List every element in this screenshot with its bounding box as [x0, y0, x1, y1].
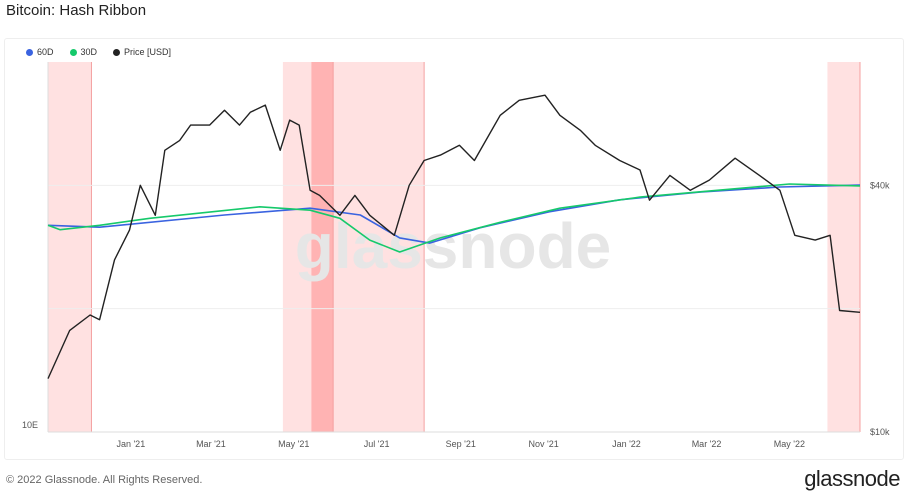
x-tick-label: May '22 — [774, 439, 805, 449]
x-tick-label: Sep '21 — [446, 439, 476, 449]
chart-panel — [4, 38, 904, 460]
legend-dot-icon — [26, 48, 33, 56]
x-tick-label: Jan '21 — [116, 439, 145, 449]
x-tick-label: Mar '22 — [692, 439, 722, 449]
right-y-tick-label: $40k — [870, 180, 890, 190]
legend: 60D 30D Price [USD] — [26, 47, 171, 57]
series-line-30d — [47, 183, 861, 253]
legend-item-60d[interactable]: 60D — [26, 47, 54, 57]
legend-dot-icon — [69, 48, 77, 56]
x-tick-label: Mar '21 — [196, 439, 226, 449]
capitulation-band — [827, 62, 860, 432]
legend-item-30d[interactable]: 30D — [69, 47, 97, 57]
x-tick-label: May '21 — [278, 439, 309, 449]
chart-title: Bitcoin: Hash Ribbon — [6, 2, 147, 19]
x-tick-label: Nov '21 — [529, 439, 559, 449]
legend-item-price[interactable]: Price [USD] — [113, 47, 171, 57]
glassnode-logo[interactable]: glassnode — [804, 466, 900, 491]
x-tick-label: Jul '21 — [364, 439, 390, 449]
copyright: © 2022 Glassnode. All Rights Reserved. — [6, 474, 203, 486]
legend-dot-icon — [113, 48, 121, 56]
capitulation-band — [282, 62, 425, 432]
x-tick-label: Jan '22 — [612, 439, 641, 449]
capitulation-band — [48, 62, 92, 432]
watermark: glassnode — [295, 210, 612, 282]
left-y-tick-label: 10E — [22, 420, 38, 430]
series-line-price-usd — [47, 94, 861, 379]
capitulation-band — [311, 62, 334, 432]
right-y-tick-label: $10k — [870, 427, 890, 437]
